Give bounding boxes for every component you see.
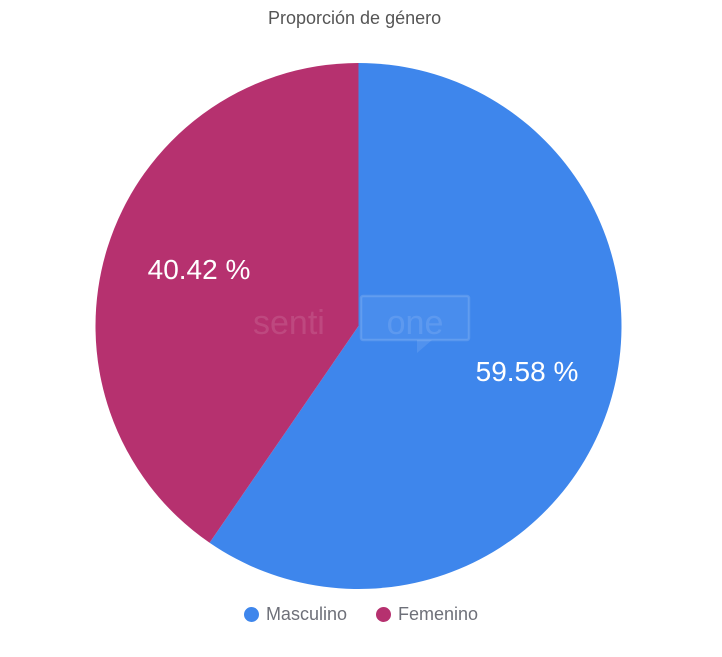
- svg-text:one: one: [387, 304, 444, 342]
- svg-text:senti: senti: [253, 304, 325, 342]
- svg-text:59.58 %: 59.58 %: [476, 356, 579, 387]
- svg-text:40.42 %: 40.42 %: [148, 254, 251, 285]
